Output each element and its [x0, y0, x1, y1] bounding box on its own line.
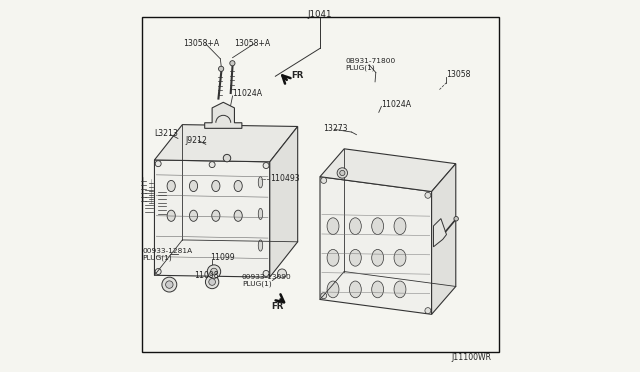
Text: FR: FR [271, 302, 284, 311]
Circle shape [425, 308, 431, 314]
Ellipse shape [372, 218, 383, 235]
Circle shape [211, 268, 218, 275]
Ellipse shape [372, 281, 383, 298]
Circle shape [230, 61, 235, 66]
Polygon shape [320, 177, 431, 314]
Circle shape [337, 168, 348, 178]
Polygon shape [205, 102, 242, 128]
Ellipse shape [349, 250, 362, 266]
Circle shape [207, 265, 221, 278]
Ellipse shape [212, 180, 220, 192]
Text: 13058+A: 13058+A [184, 39, 220, 48]
Ellipse shape [189, 210, 198, 221]
Text: 00933-13090: 00933-13090 [242, 274, 292, 280]
Circle shape [209, 161, 215, 167]
Ellipse shape [189, 180, 198, 192]
Circle shape [223, 154, 231, 162]
Ellipse shape [394, 250, 406, 266]
Circle shape [166, 281, 173, 288]
Text: PLUG(1): PLUG(1) [242, 280, 271, 287]
Circle shape [156, 161, 161, 167]
Text: PLUG(1): PLUG(1) [142, 254, 172, 261]
Circle shape [321, 177, 326, 183]
Text: J9212: J9212 [186, 136, 207, 145]
Circle shape [162, 277, 177, 292]
Polygon shape [154, 125, 298, 162]
Text: 13058: 13058 [445, 70, 470, 79]
Circle shape [205, 275, 219, 289]
Circle shape [321, 293, 326, 299]
Circle shape [340, 170, 345, 176]
Ellipse shape [259, 208, 262, 219]
Circle shape [425, 192, 431, 198]
Circle shape [278, 269, 287, 278]
Text: J11100WR: J11100WR [451, 353, 491, 362]
Ellipse shape [234, 210, 243, 221]
Circle shape [454, 217, 458, 221]
Circle shape [156, 269, 161, 275]
Text: 13273: 13273 [323, 124, 348, 133]
Text: FR: FR [291, 71, 303, 80]
Text: 11024A: 11024A [381, 100, 412, 109]
Circle shape [263, 270, 269, 276]
Ellipse shape [327, 218, 339, 235]
Polygon shape [433, 219, 447, 247]
Circle shape [209, 279, 216, 285]
Text: J1041: J1041 [308, 10, 332, 19]
Ellipse shape [167, 210, 175, 221]
Ellipse shape [327, 250, 339, 266]
Text: 11098: 11098 [195, 271, 219, 280]
Text: 00933-1281A: 00933-1281A [142, 248, 192, 254]
Ellipse shape [259, 177, 262, 188]
Text: L3213: L3213 [154, 129, 179, 138]
Text: 0B931-71800: 0B931-71800 [346, 58, 396, 64]
Circle shape [263, 163, 269, 169]
Polygon shape [431, 164, 456, 314]
Polygon shape [320, 149, 456, 192]
Ellipse shape [212, 210, 220, 221]
Text: PLUG(1): PLUG(1) [346, 65, 375, 71]
Text: 110493: 110493 [270, 174, 300, 183]
Polygon shape [154, 160, 270, 277]
Ellipse shape [349, 281, 362, 298]
Text: 11024A: 11024A [232, 89, 262, 98]
Ellipse shape [372, 250, 383, 266]
Ellipse shape [327, 281, 339, 298]
Text: 13058+A: 13058+A [234, 39, 270, 48]
Ellipse shape [394, 218, 406, 235]
Ellipse shape [234, 180, 243, 192]
Ellipse shape [394, 281, 406, 298]
Circle shape [218, 66, 224, 71]
Ellipse shape [259, 240, 262, 251]
Text: 11099: 11099 [211, 253, 235, 262]
Ellipse shape [167, 180, 175, 192]
Ellipse shape [349, 218, 362, 235]
Polygon shape [270, 126, 298, 277]
